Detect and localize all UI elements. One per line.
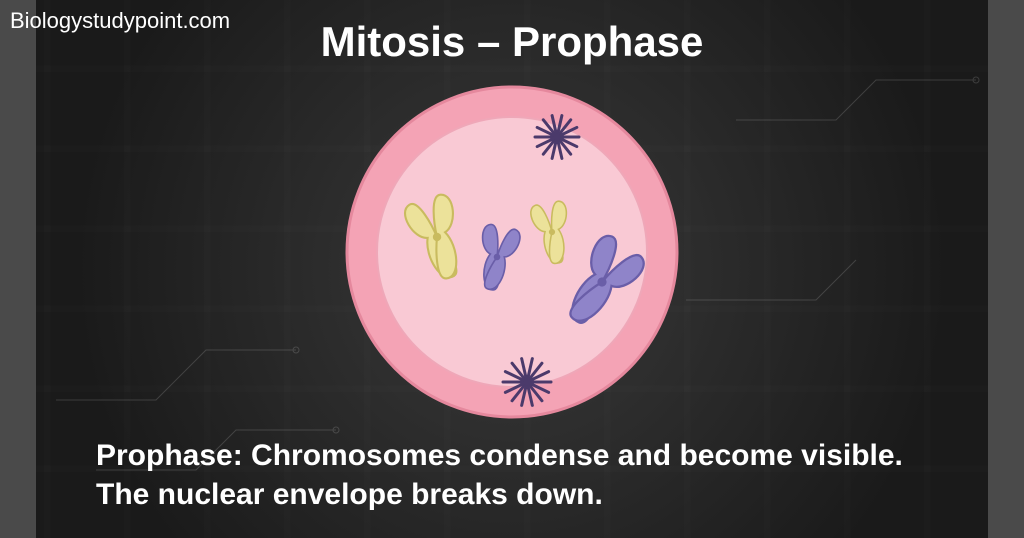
cell-diagram — [342, 82, 682, 422]
content-frame: Mitosis – Prophase Prophase: Chromosomes… — [36, 0, 988, 538]
watermark-text: Biologystudypoint.com — [10, 8, 230, 34]
caption-text: Prophase: Chromosomes condense and becom… — [96, 436, 928, 514]
